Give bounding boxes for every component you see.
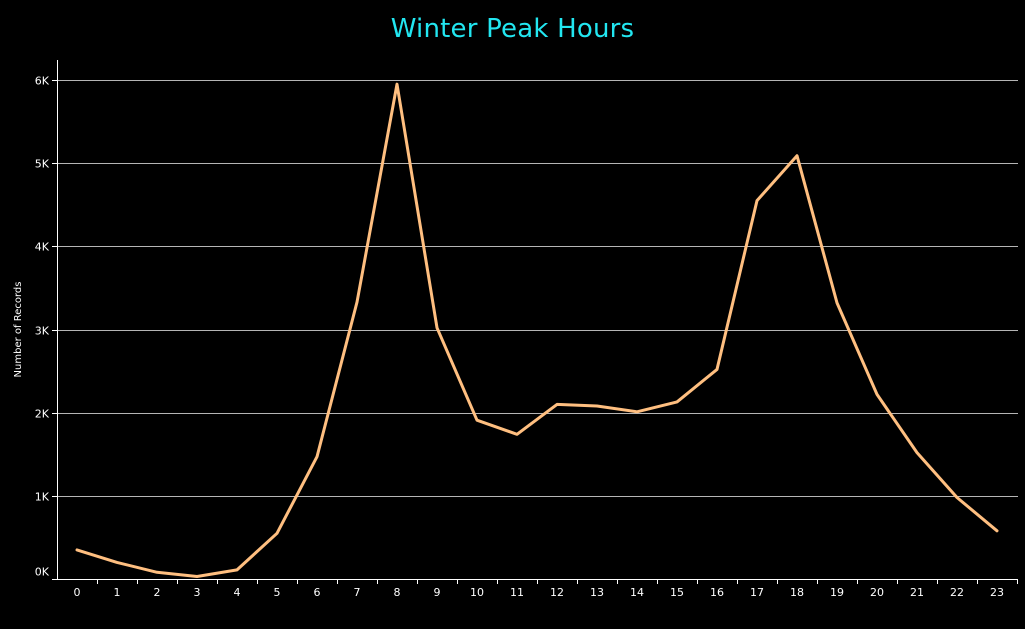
data-point — [276, 532, 279, 535]
data-point — [476, 419, 479, 422]
x-tick-label: 20 — [870, 586, 884, 599]
x-tick-label: 21 — [910, 586, 924, 599]
y-tick-label: 1K — [35, 491, 50, 504]
gridlines — [57, 80, 1018, 497]
y-tick-label: 4K — [35, 241, 50, 254]
series-line — [75, 82, 999, 578]
y-tick-label: 5K — [35, 158, 50, 171]
x-tick-label: 19 — [830, 586, 844, 599]
x-tick-label: 4 — [234, 586, 241, 599]
x-tick-label: 15 — [670, 586, 684, 599]
y-tick-label: 2K — [35, 408, 50, 421]
data-point — [596, 405, 599, 408]
data-point — [436, 326, 439, 329]
axes — [57, 60, 1018, 580]
data-point — [676, 400, 679, 403]
x-axis-ticks: 0 1 2 3 4 5 6 7 8 9 10 11 12 13 14 15 16 17 18 19 20 21 22 23 — [74, 579, 1018, 599]
data-point — [76, 548, 79, 551]
data-point — [956, 496, 959, 499]
x-tick-label: 22 — [950, 586, 964, 599]
data-point — [756, 199, 759, 202]
data-point — [556, 403, 559, 406]
x-tick-label: 7 — [354, 586, 361, 599]
data-point — [356, 301, 359, 304]
data-point — [876, 393, 879, 396]
series — [75, 82, 999, 578]
y-axis-ticks: 0K 1K 2K 3K 4K 5K 6K — [35, 75, 57, 580]
x-tick-label: 1 — [114, 586, 121, 599]
y-axis-title: Number of Records — [13, 282, 24, 378]
data-point — [796, 154, 799, 157]
x-tick-label: 17 — [750, 586, 764, 599]
data-point — [316, 455, 319, 458]
data-point — [516, 433, 519, 436]
data-point — [716, 368, 719, 371]
chart-title: Winter Peak Hours — [390, 14, 635, 44]
data-point — [836, 301, 839, 304]
x-tick-label: 5 — [274, 586, 281, 599]
x-tick-label: 9 — [434, 586, 441, 599]
data-point — [196, 575, 199, 578]
x-tick-label: 23 — [990, 586, 1004, 599]
x-tick-label: 18 — [790, 586, 804, 599]
x-tick-label: 12 — [550, 586, 564, 599]
y-tick-label: 0K — [35, 566, 50, 579]
data-point — [996, 529, 999, 532]
x-tick-label: 6 — [314, 586, 321, 599]
data-point — [636, 410, 639, 413]
y-tick-label: 3K — [35, 325, 50, 338]
x-tick-label: 8 — [394, 586, 401, 599]
x-tick-label: 0 — [74, 586, 81, 599]
x-tick-label: 11 — [510, 586, 524, 599]
x-tick-label: 3 — [194, 586, 201, 599]
data-point — [236, 568, 239, 571]
data-point — [396, 83, 399, 86]
x-tick-label: 16 — [710, 586, 724, 599]
x-tick-label: 13 — [590, 586, 604, 599]
x-tick-label: 14 — [630, 586, 644, 599]
data-point — [916, 451, 919, 454]
y-tick-label: 6K — [35, 75, 50, 88]
x-tick-label: 2 — [154, 586, 161, 599]
x-tick-label: 10 — [470, 586, 484, 599]
data-point — [116, 561, 119, 564]
data-point — [156, 571, 159, 574]
